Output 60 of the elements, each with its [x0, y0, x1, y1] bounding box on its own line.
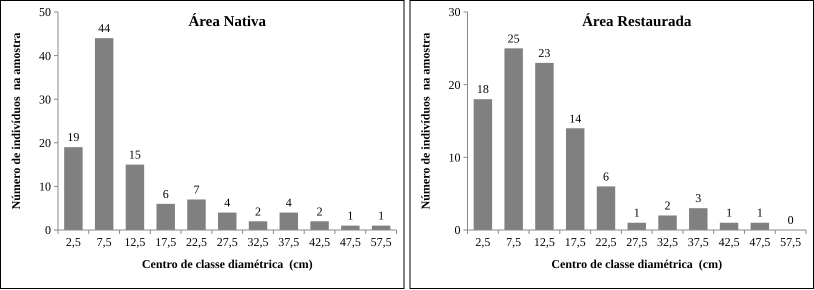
data-label: 4	[286, 196, 292, 210]
x-tick-label: 42,5	[718, 235, 740, 249]
data-label: 1	[726, 206, 732, 220]
data-label: 0	[788, 213, 794, 227]
y-tick-label: 20	[448, 78, 460, 92]
y-tick-label: 0	[45, 223, 51, 238]
x-tick-label: 37,5	[688, 235, 709, 249]
data-label: 15	[128, 148, 141, 162]
x-tick-label: 2,5	[475, 235, 490, 249]
x-tick-label: 12,5	[534, 235, 555, 249]
x-tick-label: 7,5	[96, 235, 112, 249]
data-label: 2	[664, 198, 671, 212]
x-tick-label: 57,5	[780, 235, 802, 249]
y-tick-label: 50	[39, 5, 51, 20]
chart-title: Área Nativa	[188, 13, 267, 30]
data-label: 23	[538, 46, 550, 60]
data-label: 6	[602, 169, 609, 184]
data-label: 14	[569, 111, 582, 126]
x-tick-label: 42,5	[309, 235, 330, 249]
y-tick-label: 30	[448, 5, 460, 20]
data-label: 7	[193, 182, 200, 196]
x-tick-label: 47,5	[749, 235, 770, 249]
y-tick-label: 30	[39, 92, 51, 106]
data-label: 4	[224, 196, 230, 210]
x-tick-label: 12,5	[124, 235, 146, 249]
y-tick-label: 40	[39, 48, 51, 63]
x-tick-label: 27,5	[216, 235, 238, 249]
y-tick-label: 10	[448, 150, 460, 165]
x-tick-label: 27,5	[626, 235, 648, 249]
y-axis-title: Número de indivíduos na amostra	[418, 32, 432, 210]
data-label: 1	[378, 208, 384, 223]
x-tick-label: 47,5	[340, 235, 361, 249]
data-label: 3	[695, 191, 702, 206]
data-label: 1	[347, 208, 354, 223]
x-tick-label: 7,5	[506, 235, 522, 249]
x-tick-label: 22,5	[186, 235, 207, 249]
x-tick-label: 32,5	[248, 235, 269, 249]
data-label: 2	[255, 204, 262, 218]
x-tick-label: 17,5	[564, 235, 586, 249]
data-label: 19	[67, 130, 80, 144]
x-tick-label: 2,5	[66, 235, 81, 249]
data-label: 1	[634, 206, 640, 220]
y-tick-label: 20	[39, 136, 51, 150]
x-tick-label: 17,5	[155, 235, 176, 249]
data-label: 25	[508, 31, 520, 46]
data-label: 6	[162, 186, 169, 201]
y-axis-title: Número de indivíduos na amostra	[9, 32, 23, 210]
data-label: 1	[756, 206, 763, 220]
x-tick-label: 32,5	[657, 235, 678, 249]
y-tick-label: 10	[39, 180, 51, 194]
data-label: 44	[98, 21, 110, 36]
y-tick-label: 0	[454, 223, 460, 238]
x-tick-label: 22,5	[595, 235, 616, 249]
data-label: 2	[316, 204, 323, 218]
x-tick-label: 57,5	[370, 235, 392, 249]
x-axis-title: Centro de classe diamétrica (cm)	[142, 257, 313, 271]
x-tick-label: 37,5	[278, 235, 300, 249]
x-axis-title: Centro de classe diamétrica (cm)	[551, 257, 722, 271]
chart-title: Área Restaurada	[582, 13, 692, 30]
data-label: 18	[476, 82, 489, 96]
